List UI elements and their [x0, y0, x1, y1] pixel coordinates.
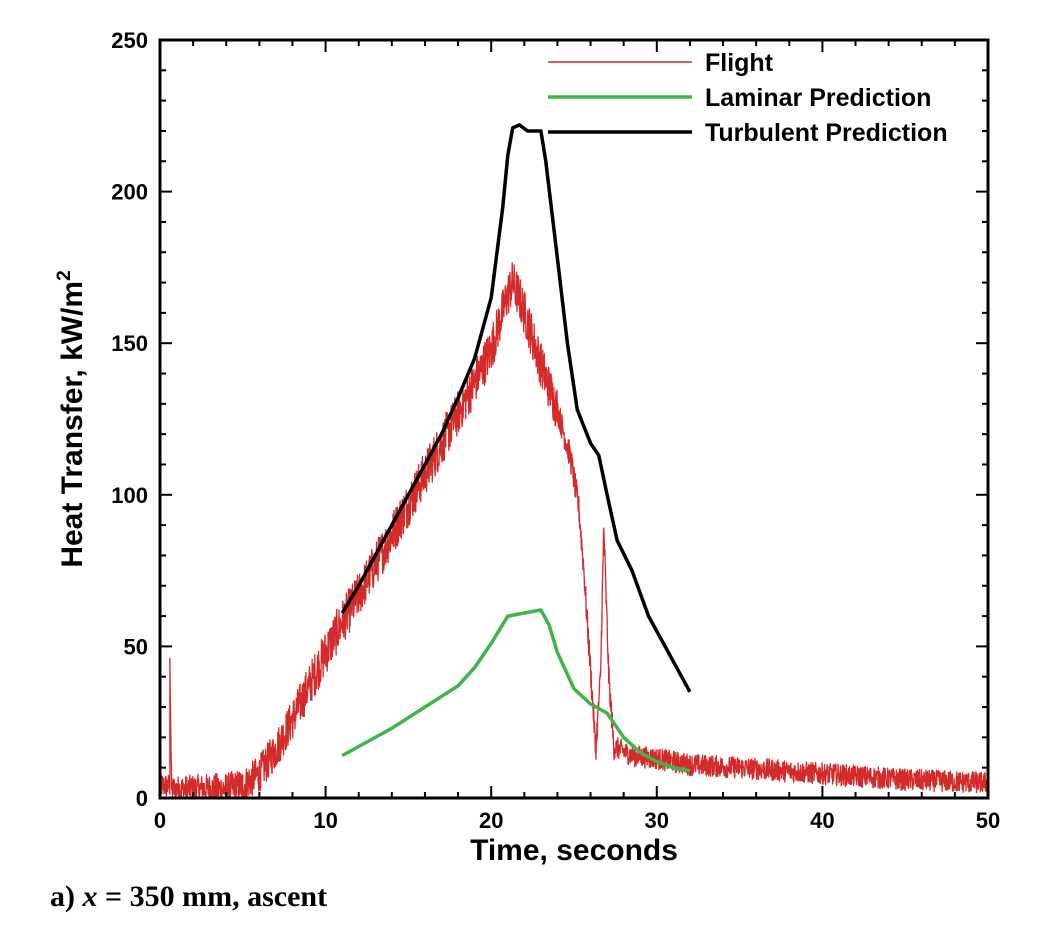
heat-transfer-chart: 0 10 20 30 40 50 0 50 100 150 200 250 Time, seconds…: [54, 28, 1000, 867]
x-tick-label: 0: [154, 808, 166, 833]
x-tick-label: 40: [810, 808, 834, 833]
y-tick-label: 150: [111, 331, 148, 356]
figure-caption: a) x = 350 mm, ascent: [50, 880, 327, 914]
legend: Flight Laminar Prediction Turbulent Pred…: [548, 49, 948, 147]
caption-suffix: = 350 mm, ascent: [97, 880, 328, 913]
y-tick-label: 100: [111, 483, 148, 508]
x-tick-label: 30: [645, 808, 669, 833]
y-tick-label: 200: [111, 180, 148, 205]
legend-label-turbulent: Turbulent Prediction: [705, 119, 948, 147]
x-tick-label: 50: [976, 808, 1000, 833]
y-tick-label: 50: [124, 634, 148, 659]
y-axis-title-text: Heat Transfer, kW/m: [56, 281, 89, 568]
y-axis-title: Heat Transfer, kW/m2: [54, 270, 89, 567]
x-tick-label: 10: [313, 808, 337, 833]
tick-labels: 0 10 20 30 40 50 0 50 100 150 200 250: [111, 28, 1000, 833]
plot-frame: [158, 38, 990, 800]
y-tick-label: 250: [111, 28, 148, 53]
caption-prefix: a): [50, 880, 83, 913]
legend-label-flight: Flight: [705, 49, 774, 77]
series-turbulent-prediction: [340, 123, 692, 693]
series-laminar-prediction: [341, 608, 691, 773]
x-axis-title: Time, seconds: [470, 834, 678, 867]
axis-ticks: [159, 39, 989, 799]
y-axis-title-superscript: 2: [54, 270, 75, 281]
legend-label-laminar: Laminar Prediction: [705, 84, 931, 112]
y-tick-label: 0: [136, 786, 148, 811]
series-flight: [159, 262, 989, 799]
x-tick-label: 20: [479, 808, 503, 833]
plot-lines: [159, 123, 989, 799]
caption-variable: x: [82, 880, 98, 913]
